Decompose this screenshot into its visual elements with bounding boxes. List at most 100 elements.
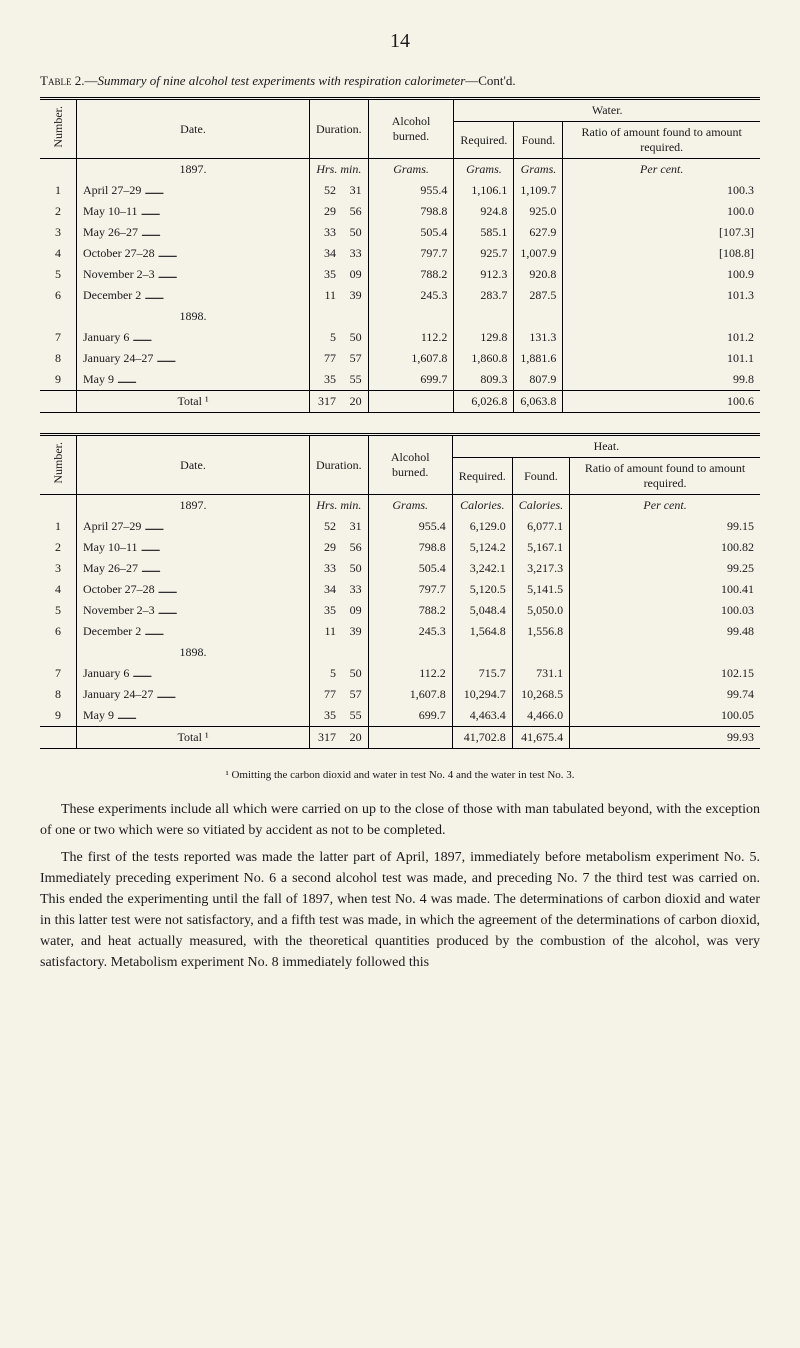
row-ratio: 100.9 [563, 264, 760, 285]
total-found: 6,063.8 [514, 391, 563, 413]
row-ratio: 99.8 [563, 369, 760, 391]
total-req-h: 41,702.8 [452, 727, 512, 749]
caption-prefix: Table 2.— [40, 73, 97, 88]
unit-grams-h: Grams. [392, 498, 428, 512]
unit-hrsmin-h: Hrs. min. [316, 498, 361, 512]
row-alc: 112.2 [368, 663, 452, 684]
row-found: 131.3 [514, 327, 563, 348]
row-num: 9 [40, 705, 77, 727]
row-dm: 50 [342, 222, 368, 243]
unit-cal: Calories. [460, 498, 504, 512]
row-date: January 24–27 .................. [77, 348, 310, 369]
row-req: 809.3 [454, 369, 514, 391]
row-alc: 505.4 [368, 222, 454, 243]
paragraph-1: These experiments include all which were… [40, 799, 760, 841]
table-row: 8January 24–27 ..................77571,6… [40, 348, 760, 369]
row-dm: 50 [342, 663, 368, 684]
row-dm: 55 [342, 705, 368, 727]
row-dh: 5 [310, 663, 343, 684]
row-ratio: 100.0 [563, 201, 760, 222]
row-num: 4 [40, 243, 77, 264]
row-alc: 245.3 [368, 285, 454, 306]
row-date: January 24–27 .................. [77, 684, 310, 705]
row-dm: 33 [342, 243, 368, 264]
total-req: 6,026.8 [454, 391, 514, 413]
row-alc: 699.7 [368, 369, 454, 391]
row-found: 4,466.0 [512, 705, 569, 727]
row-dm: 39 [342, 285, 368, 306]
row-dm: 57 [342, 348, 368, 369]
row-date: January 6 .................. [77, 663, 310, 684]
table-row: 1April 27–29 ..................5231955.4… [40, 180, 760, 201]
row-req: 283.7 [454, 285, 514, 306]
unit-grams2: Grams. [466, 162, 502, 176]
row-num: 6 [40, 285, 77, 306]
row-dh: 35 [310, 705, 343, 727]
row-req: 10,294.7 [452, 684, 512, 705]
row-date: April 27–29 .................. [77, 516, 310, 537]
year-1897: 1897. [77, 159, 310, 181]
col-date: Date. [77, 99, 310, 159]
row-date: April 27–29 .................. [77, 180, 310, 201]
row-req: 925.7 [454, 243, 514, 264]
row-dm: 09 [342, 264, 368, 285]
table-row: 2May 10–11 ..................2956798.85,… [40, 537, 760, 558]
total-label-heat: Total ¹ [77, 727, 310, 749]
row-num: 3 [40, 558, 77, 579]
row-num: 3 [40, 222, 77, 243]
row-num: 1 [40, 180, 77, 201]
total-dm-h: 20 [342, 727, 368, 749]
row-found: 807.9 [514, 369, 563, 391]
row-dm: 33 [342, 579, 368, 600]
table-row: 7January 6 ..................550112.2715… [40, 663, 760, 684]
year-1898: 1898. [77, 306, 310, 327]
table-caption: Table 2.—Summary of nine alcohol test ex… [40, 73, 760, 89]
row-num: 7 [40, 663, 77, 684]
row-dm: 31 [342, 516, 368, 537]
row-req: 1,564.8 [452, 621, 512, 642]
row-alc: 505.4 [368, 558, 452, 579]
row-found: 1,007.9 [514, 243, 563, 264]
row-num: 4 [40, 579, 77, 600]
total-ratio: 100.6 [563, 391, 760, 413]
row-req: 912.3 [454, 264, 514, 285]
table-row: 5November 2–3 ..................3509788.… [40, 600, 760, 621]
row-found: 5,141.5 [512, 579, 569, 600]
row-ratio: 100.82 [570, 537, 760, 558]
total-alc-h [368, 727, 452, 749]
row-num: 6 [40, 621, 77, 642]
col-required: Required. [454, 122, 514, 159]
row-date: December 2 .................. [77, 285, 310, 306]
row-date: May 10–11 .................. [77, 201, 310, 222]
caption-title: Summary of nine alcohol test experiments… [97, 73, 465, 88]
row-req: 4,463.4 [452, 705, 512, 727]
row-req: 585.1 [454, 222, 514, 243]
year-1897-h: 1897. [77, 495, 310, 517]
row-dh: 5 [310, 327, 343, 348]
unit-pct-h: Per cent. [643, 498, 686, 512]
row-req: 6,129.0 [452, 516, 512, 537]
row-ratio: 101.2 [563, 327, 760, 348]
row-date: May 26–27 .................. [77, 558, 310, 579]
row-ratio: 100.05 [570, 705, 760, 727]
row-alc: 955.4 [368, 516, 452, 537]
row-found: 6,077.1 [512, 516, 569, 537]
row-dm: 39 [342, 621, 368, 642]
row-found: 287.5 [514, 285, 563, 306]
row-ratio: 100.03 [570, 600, 760, 621]
row-ratio: 99.74 [570, 684, 760, 705]
row-ratio: 102.15 [570, 663, 760, 684]
total-label-water: Total ¹ [77, 391, 310, 413]
row-alc: 955.4 [368, 180, 454, 201]
row-dh: 29 [310, 201, 343, 222]
row-num: 2 [40, 537, 77, 558]
row-req: 129.8 [454, 327, 514, 348]
total-alc [368, 391, 454, 413]
row-req: 5,048.4 [452, 600, 512, 621]
row-dh: 77 [310, 348, 343, 369]
table-row: 6December 2 ..................1139245.31… [40, 621, 760, 642]
row-dm: 50 [342, 558, 368, 579]
col-heat: Heat. [452, 435, 760, 458]
row-found: 3,217.3 [512, 558, 569, 579]
table-row: 7January 6 ..................550112.2129… [40, 327, 760, 348]
